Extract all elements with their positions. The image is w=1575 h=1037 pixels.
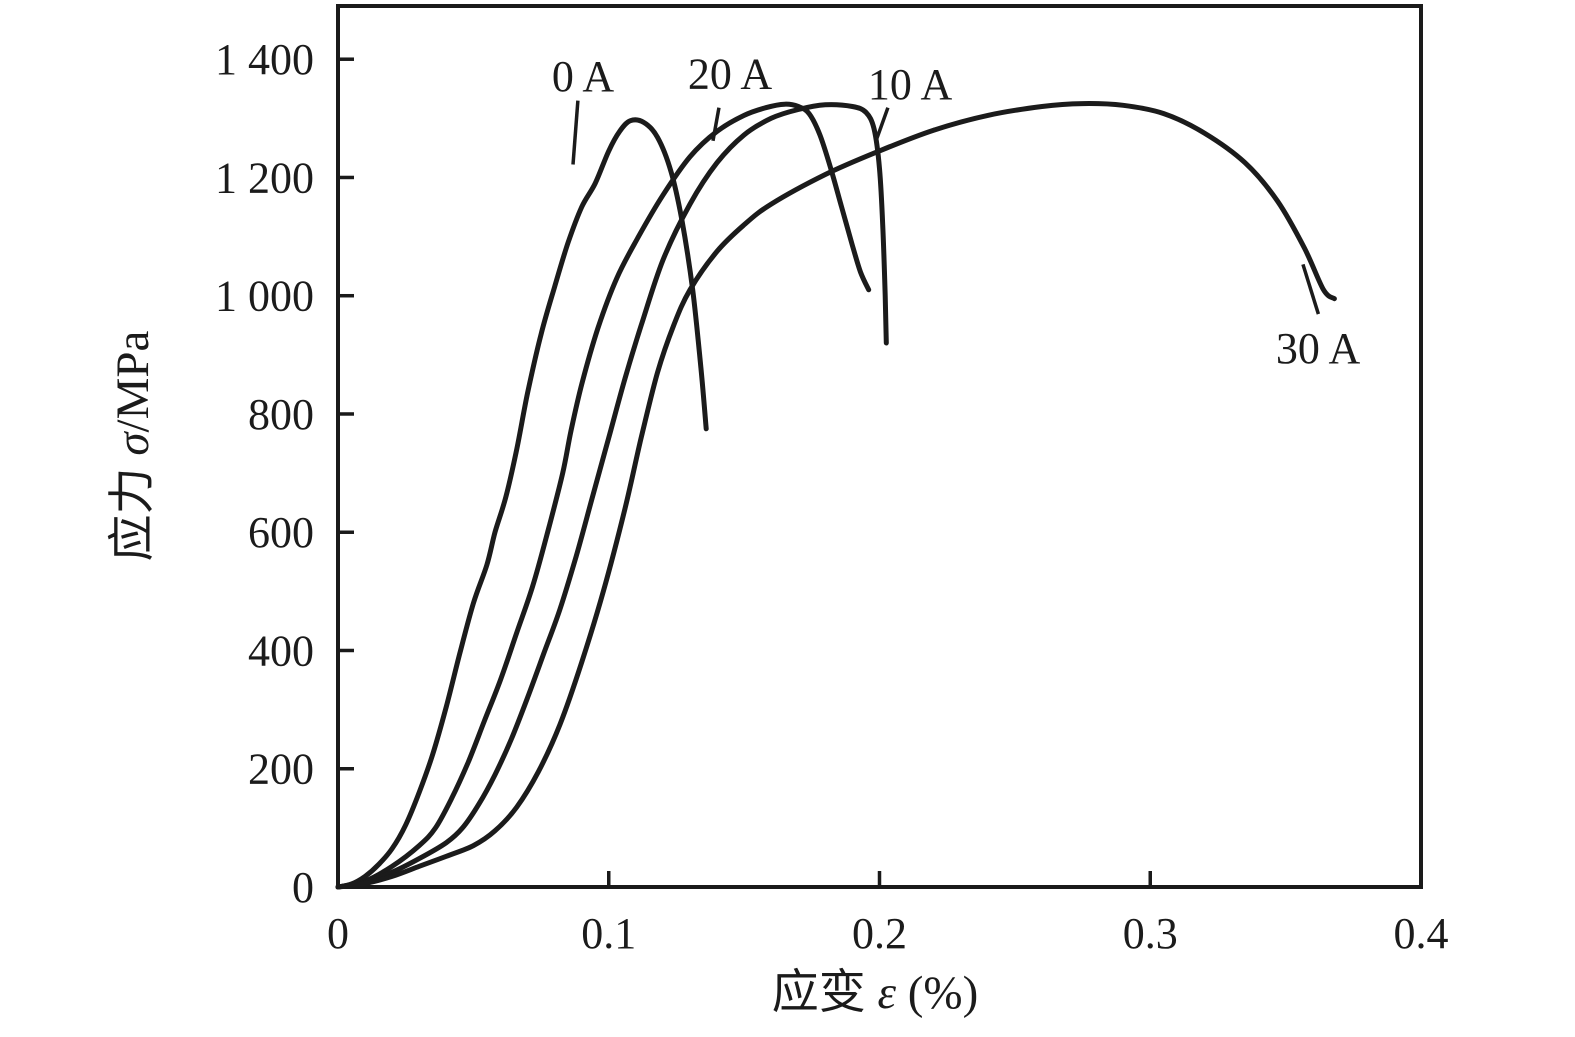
- plot-area: 0 0.1 0.2 0.3 0.4 0 200 400 600 800 1 000 1 200 1 40…: [215, 4, 1449, 958]
- leader-line-20a: [711, 107, 721, 142]
- x-tick-label: 0: [327, 909, 349, 958]
- x-tick-label: 0.3: [1123, 909, 1178, 958]
- x-axis-unit: (%): [896, 967, 978, 1019]
- curve-0a: [335, 117, 709, 890]
- y-tick-label: 0: [292, 863, 314, 912]
- y-axis-unit: /MPa: [107, 330, 159, 432]
- y-tick-label: 1 200: [215, 153, 314, 202]
- y-axis-title: 应力 σ/MPa: [107, 330, 159, 561]
- leader-line-30a: [1301, 263, 1321, 315]
- leader-line-10a: [874, 107, 890, 141]
- plot-border: [336, 4, 1423, 889]
- leader-line-0a: [571, 100, 580, 165]
- y-tick-label: 1 000: [215, 272, 314, 321]
- curve-label-30a: 30 A: [1276, 324, 1361, 373]
- curve-label-0a: 0 A: [552, 52, 615, 101]
- curve-10a: [335, 102, 889, 890]
- x-tick-label: 0.2: [852, 909, 907, 958]
- y-tick-label: 200: [248, 745, 314, 794]
- curve-label-20a: 20 A: [688, 49, 773, 98]
- y-tick-label: 1 400: [215, 35, 314, 84]
- x-tick-label: 0.4: [1394, 909, 1449, 958]
- y-tick-label: 800: [248, 390, 314, 439]
- x-axis-title-text: 应变: [772, 967, 878, 1019]
- x-axis-title: 应变 ε (%): [772, 967, 979, 1019]
- curve-20a: [335, 101, 872, 890]
- y-tick-label: 400: [248, 626, 314, 675]
- curve-30a: [335, 101, 1337, 890]
- y-tick-label: 600: [248, 508, 314, 557]
- y-axis-title-text: 应力: [107, 456, 159, 562]
- epsilon-symbol: ε: [878, 967, 897, 1019]
- x-tick-label: 0.1: [581, 909, 636, 958]
- curve-label-10a: 10 A: [868, 60, 953, 109]
- sigma-symbol: σ: [107, 431, 159, 456]
